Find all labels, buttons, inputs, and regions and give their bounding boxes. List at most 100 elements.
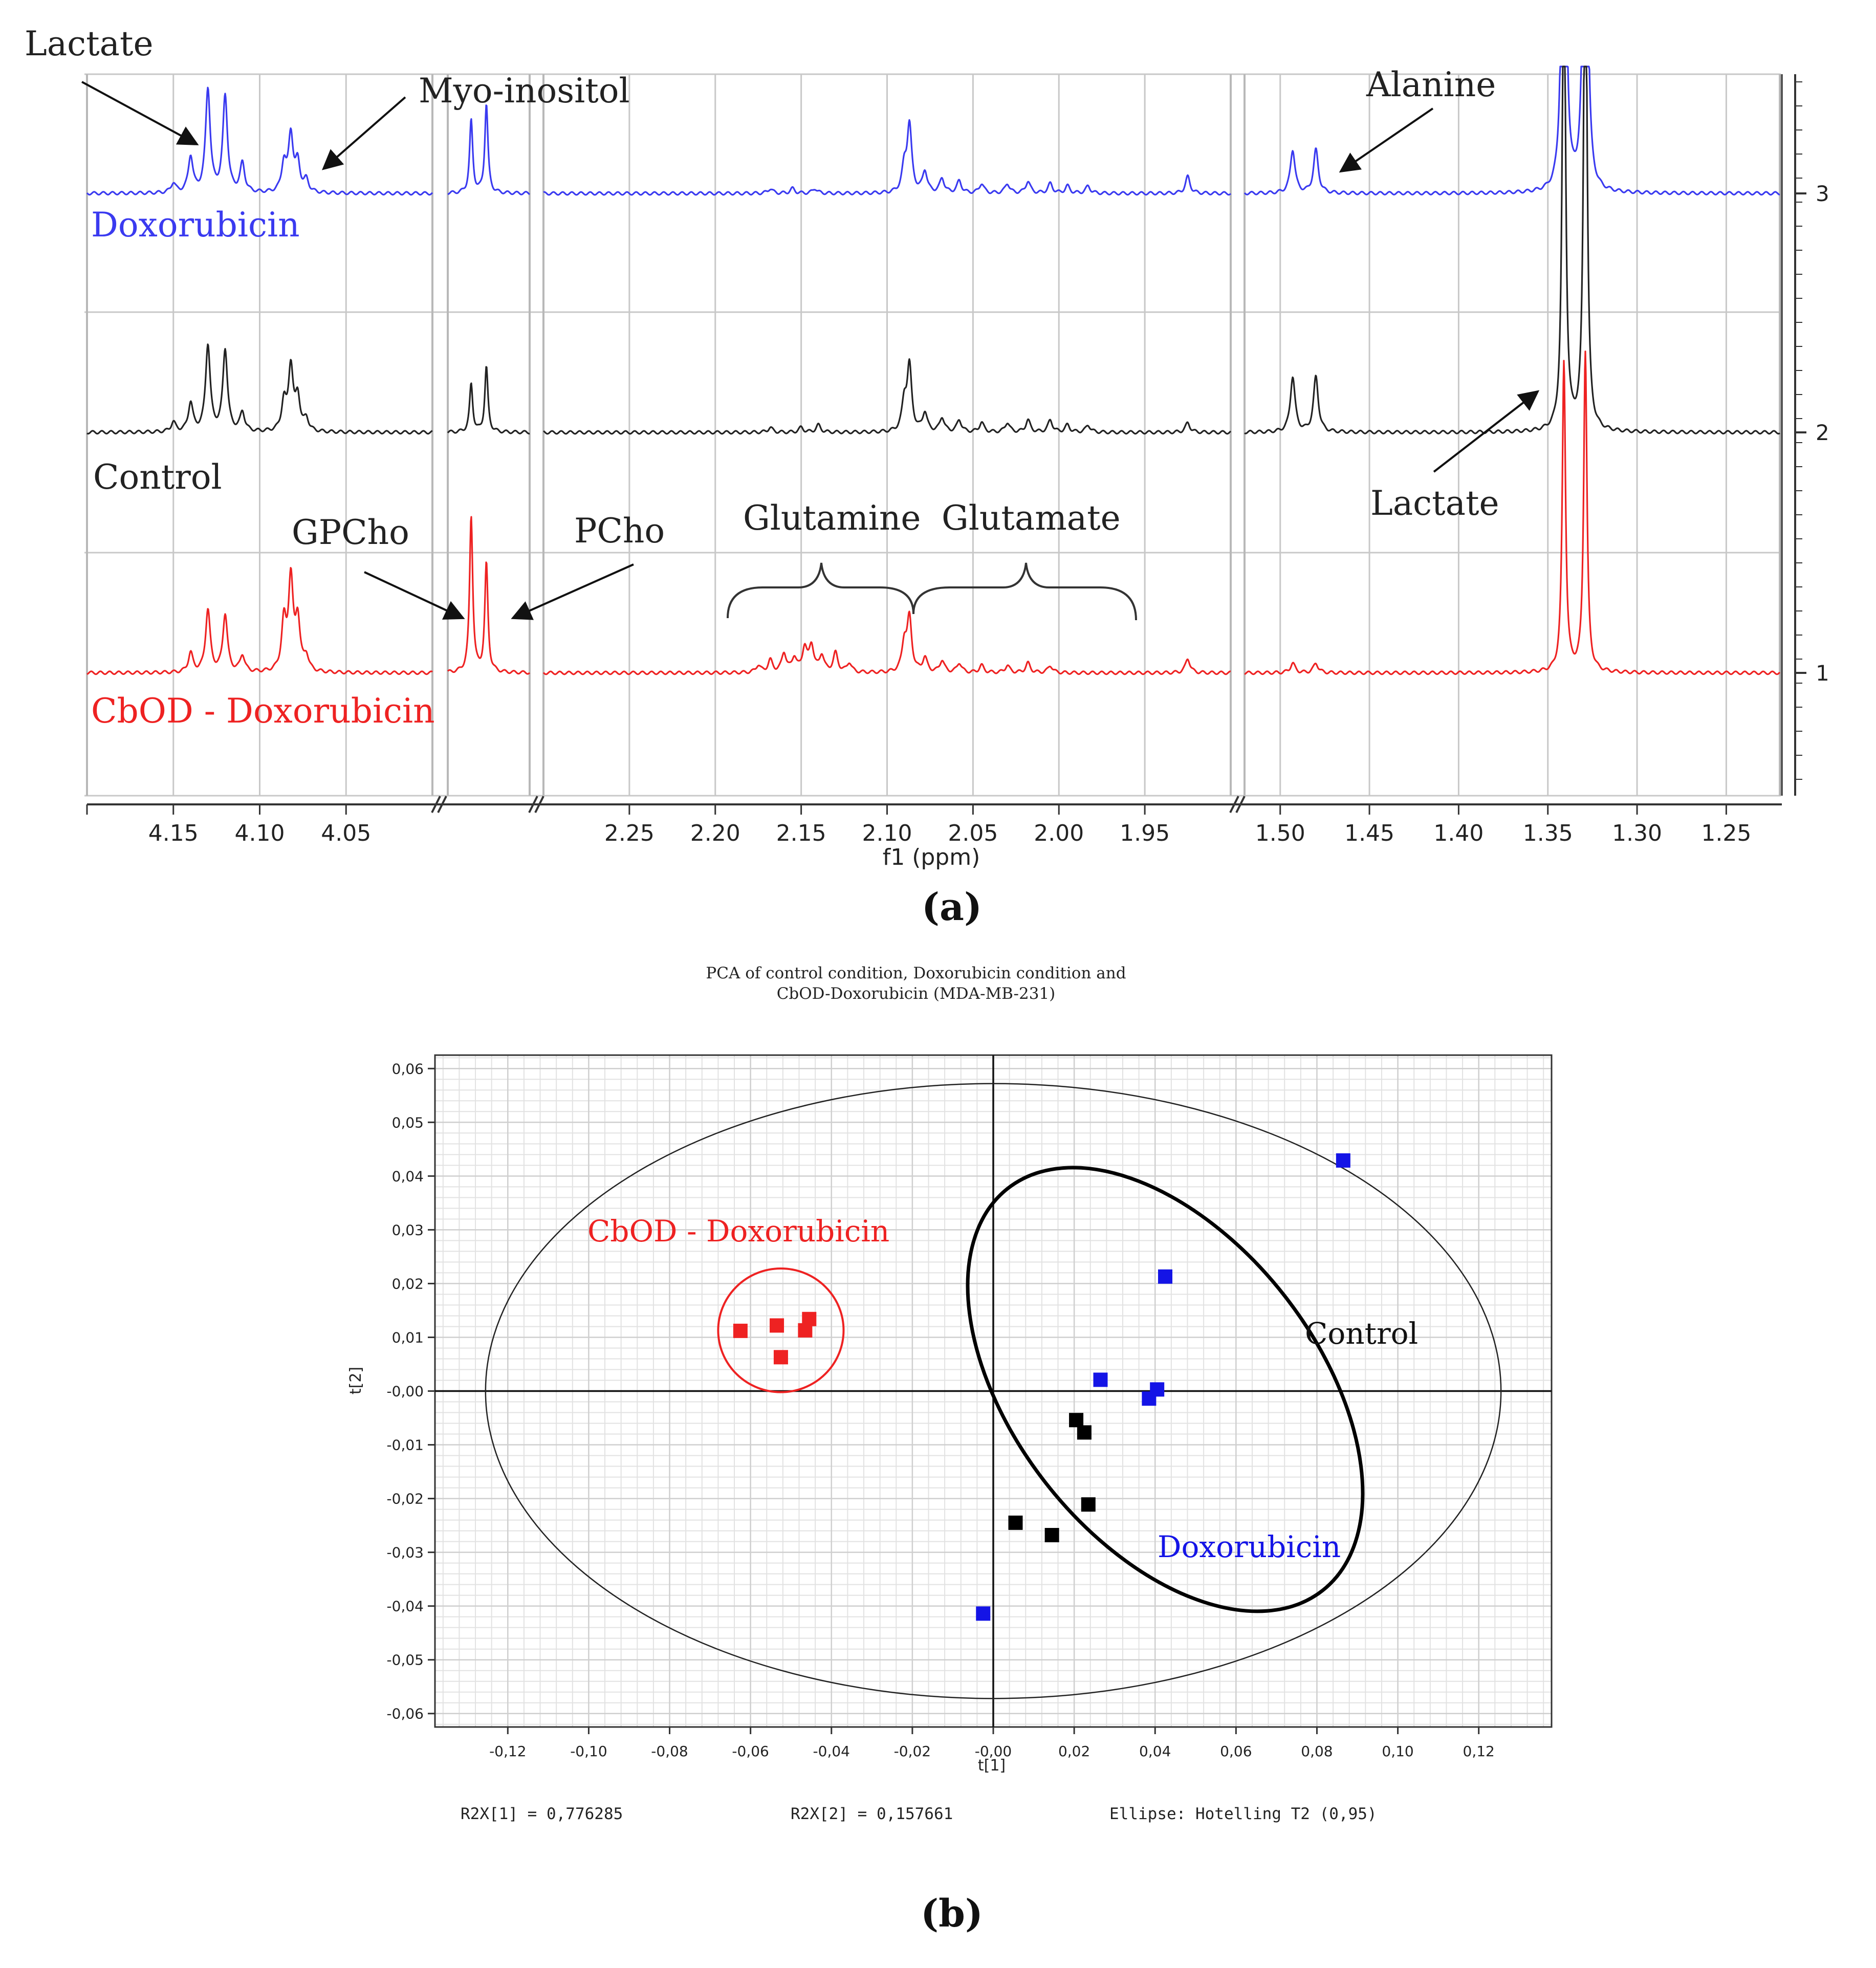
annotation-pcho: PCho (574, 511, 665, 551)
series-label-doxorubicin: Doxorubicin (91, 205, 300, 245)
footer-ellipse: Ellipse: Hotelling T2 (0,95) (1109, 1805, 1377, 1823)
x-axis-label-a: f1 (ppm) (883, 844, 980, 870)
pca-y-tick-label: 0,05 (392, 1114, 424, 1131)
spectrum-doxorubicin-seg2 (447, 104, 530, 195)
pca-y-tick-label: -0,05 (387, 1652, 424, 1669)
pca-plot: -0,12 -0,10 -0,08 -0,06 -0,04 -0,02 -0,00 0,02 0… (387, 1054, 1553, 1760)
pca-point-doxorubicin (1158, 1269, 1172, 1284)
nmr-axis-break (1229, 796, 1239, 813)
pca-y-tick-label: 0,04 (392, 1168, 424, 1185)
nmr-spectra (86, 65, 1781, 675)
pca-x-tick-label: -0,04 (813, 1743, 850, 1760)
pca-y-tick-label: 0,06 (392, 1060, 424, 1077)
nmr-x-tick-label: 2.05 (948, 820, 998, 846)
pca-label-doxorubicin: Doxorubicin (1158, 1529, 1341, 1564)
spectrum-cbod---doxorubicin-seg3 (542, 610, 1231, 675)
arrow-alanine (1339, 107, 1434, 173)
spectrum-control-seg4 (1244, 65, 1780, 435)
pca-x-tick-label: 0,08 (1301, 1743, 1333, 1760)
pca-label-control: Control (1305, 1316, 1418, 1351)
nmr-x-tick-label: 2.00 (1034, 820, 1084, 846)
spectrum-control-seg2 (447, 366, 530, 435)
annotation-alanine: Alanine (1366, 65, 1496, 104)
hotelling-ellipse (485, 1083, 1502, 1699)
pca-y-tick-label: 0,01 (392, 1329, 424, 1346)
nmr-x-tick-label: 4.05 (321, 820, 371, 846)
spectrum-control-seg1 (86, 343, 433, 435)
nmr-axis-break (528, 796, 538, 813)
annotation-glutamate: Glutamate (942, 498, 1121, 538)
arrow-myo-inositol (321, 96, 406, 170)
spectrum-cbod---doxorubicin-seg2 (447, 516, 531, 675)
panel-label-a: (a) (922, 885, 982, 929)
pca-x-tick-label: -0,06 (732, 1743, 769, 1760)
pca-title-line2: CbOD-Doxorubicin (MDA-MB-231) (777, 985, 1056, 1003)
pca-x-tick-label: 0,10 (1382, 1743, 1413, 1760)
nmr-x-tick-label: 1.30 (1612, 820, 1662, 846)
pca-point-control (1069, 1413, 1084, 1428)
spectrum-doxorubicin-seg3 (543, 119, 1232, 196)
arrow-lactate-left (81, 81, 199, 145)
pca-x-tick-label: -0,02 (894, 1743, 931, 1760)
pca-y-tick-label: 0,02 (392, 1275, 424, 1292)
pca-panel: PCA of control condition, Doxorubicin co… (347, 964, 1553, 1936)
nmr-axis-break (437, 796, 447, 813)
pca-x-tick-label: -0,08 (651, 1743, 688, 1760)
nmr-axis-break (431, 796, 441, 813)
pca-x-tick-label: 0,12 (1463, 1743, 1495, 1760)
nmr-right-tick-label: 3 (1816, 181, 1829, 206)
nmr-x-axis: 4.15 4.10 4.05 2.25 2.20 2.15 2.10 2.05 2.00 1.95… (86, 796, 1782, 846)
nmr-x-tick-label: 1.40 (1433, 820, 1484, 846)
nmr-axis-break (1235, 796, 1246, 813)
nmr-x-tick-label: 2.10 (862, 820, 912, 846)
pca-x-tick-label: -0,12 (489, 1743, 526, 1760)
pca-title-line1: PCA of control condition, Doxorubicin co… (706, 964, 1126, 982)
nmr-x-tick-label: 2.25 (604, 820, 655, 846)
pca-point-cbod---doxorubicin (773, 1350, 788, 1365)
pca-label-cbod: CbOD - Doxorubicin (587, 1214, 889, 1249)
annotation-lactate-right: Lactate (1370, 484, 1499, 523)
pca-point-doxorubicin (1093, 1372, 1108, 1387)
spectrum-control-seg3 (543, 358, 1231, 435)
group-ellipse-control (966, 1166, 1365, 1613)
pca-point-cbod---doxorubicin (733, 1323, 748, 1338)
nmr-axis-break (534, 796, 544, 813)
pca-point-control (1081, 1497, 1096, 1512)
arrow-pcho (511, 563, 634, 620)
pca-x-tick-label: -0,10 (570, 1743, 607, 1760)
nmr-x-tick-label: 2.15 (776, 820, 826, 846)
nmr-x-tick-label: 4.15 (148, 820, 199, 846)
nmr-x-tick-label: 1.50 (1255, 820, 1305, 846)
annotation-gpcho: GPCho (292, 513, 409, 552)
pca-y-tick-label: -0,01 (387, 1437, 424, 1454)
spectrum-cbod---doxorubicin-seg1 (86, 567, 433, 675)
pca-y-tick-label: -0,02 (387, 1491, 424, 1507)
pca-x-tick-label: 0,02 (1058, 1743, 1090, 1760)
nmr-x-tick-label: 2.20 (690, 820, 740, 846)
pca-point-doxorubicin (976, 1606, 991, 1621)
pca-y-tick-label: 0,03 (392, 1221, 424, 1238)
pca-point-control (1008, 1515, 1023, 1530)
pca-y-tick-label: -0,03 (387, 1544, 424, 1561)
pca-y-tick-label: -0,00 (387, 1383, 424, 1400)
pca-point-doxorubicin (1142, 1391, 1157, 1406)
pca-point-cbod---doxorubicin (770, 1318, 784, 1333)
brace-glutamine (727, 562, 914, 619)
annotation-glutamine: Glutamine (743, 498, 921, 538)
nmr-offset-axis: 3 2 1 (1794, 74, 1829, 796)
pca-x-tick-label: -0,00 (975, 1743, 1012, 1760)
annotation-myo-inositol: Myo-inositol (419, 71, 630, 111)
nmr-x-tick-label: 1.95 (1120, 820, 1170, 846)
spectrum-cbod---doxorubicin-seg4 (1244, 351, 1781, 675)
nmr-right-tick-label: 1 (1816, 661, 1829, 686)
nmr-spectra-panel: 4.15 4.10 4.05 2.25 2.20 2.15 2.10 2.05 2.00 1.95… (0, 0, 1876, 929)
nmr-right-tick-label: 2 (1816, 420, 1829, 445)
series-label-control: Control (93, 457, 222, 497)
panel-label-b: (b) (921, 1892, 983, 1936)
annotation-lactate-left: Lactate (25, 24, 154, 63)
arrow-lactate-right (1433, 390, 1540, 473)
nmr-x-tick-label: 1.25 (1701, 820, 1751, 846)
pca-y-axis-label: t[2] (347, 1367, 365, 1394)
pca-point-doxorubicin (1336, 1153, 1350, 1168)
spectrum-doxorubicin-seg4 (1244, 65, 1780, 196)
